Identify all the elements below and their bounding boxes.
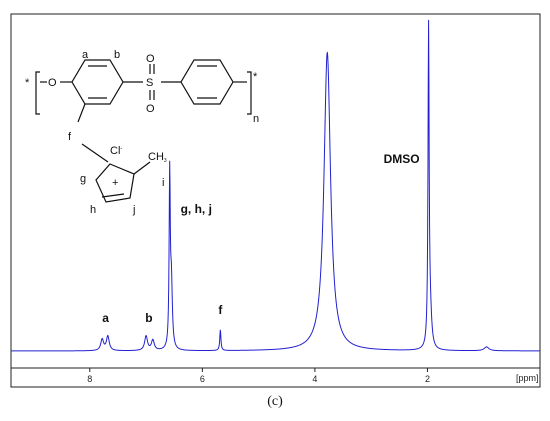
methyl-label: CH3 (148, 151, 167, 164)
label-j: j (132, 204, 135, 216)
counter-ion-label: Cl- (110, 145, 122, 157)
spectrum-line (11, 19, 540, 352)
label-g: g (80, 173, 86, 185)
label-h: h (90, 204, 96, 216)
bracket-right (247, 71, 252, 115)
x-tick-label: 4 (312, 374, 317, 384)
x-tick-label: 2 (425, 374, 430, 384)
label-i: i (162, 177, 164, 189)
label-f: f (68, 131, 72, 143)
methylene-bond (77, 103, 86, 123)
peak-label: DMSO (384, 152, 420, 166)
methylene-bond (81, 143, 109, 163)
x-tick-label: 8 (87, 374, 92, 384)
imidazolium-ring (95, 163, 135, 203)
benzene-ring-right (180, 59, 234, 105)
x-axis-ticks: 8 6 4 2 (87, 368, 430, 384)
peak-label: f (218, 303, 223, 317)
sulfonyl-oxygen-top: O (146, 53, 155, 65)
cation-charge: + (112, 177, 118, 189)
label-a: a (82, 49, 89, 61)
structure-labels: * O a b S O O * n f Cl- CH3 i + g h j (25, 49, 259, 216)
peak-label: a (102, 311, 109, 325)
methyl-bond (133, 161, 151, 175)
peak-label: g, h, j (181, 202, 212, 216)
ring-double-bond (101, 193, 125, 198)
peak-annotations: a b g, h, j f DMSO (102, 152, 419, 325)
plot-frame (10, 13, 541, 388)
bracket-left (35, 71, 40, 115)
chemical-structure (35, 59, 252, 203)
repeat-n: n (253, 113, 259, 125)
label-b: b (114, 49, 120, 61)
x-axis-label: [ppm] (516, 373, 539, 383)
figure-caption: (c) (267, 394, 283, 409)
star-left: * (25, 77, 30, 89)
sulfonyl-oxygen-bottom: O (146, 103, 155, 115)
oxygen-label: O (48, 77, 57, 89)
nmr-spectrum: 8 6 4 2 [ppm] a b g, h, j f DMSO (10, 13, 541, 388)
peak-label: b (145, 311, 152, 325)
star-right: * (253, 71, 258, 83)
x-tick-label: 6 (200, 374, 205, 384)
sulfur-label: S (146, 77, 153, 89)
